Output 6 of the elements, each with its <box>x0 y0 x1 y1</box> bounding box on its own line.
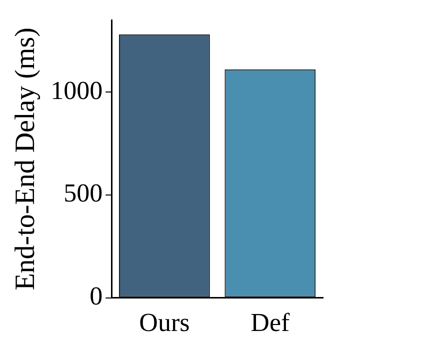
y-axis-title: End-to-End Delay (ms) <box>10 27 42 290</box>
y-tick-label: 1000 <box>50 76 103 105</box>
x-tick-label: Ours <box>139 308 190 338</box>
y-tick-label: 0 <box>90 282 103 311</box>
y-tick-label: 500 <box>64 178 103 208</box>
x-tick-label: Def <box>250 308 290 338</box>
